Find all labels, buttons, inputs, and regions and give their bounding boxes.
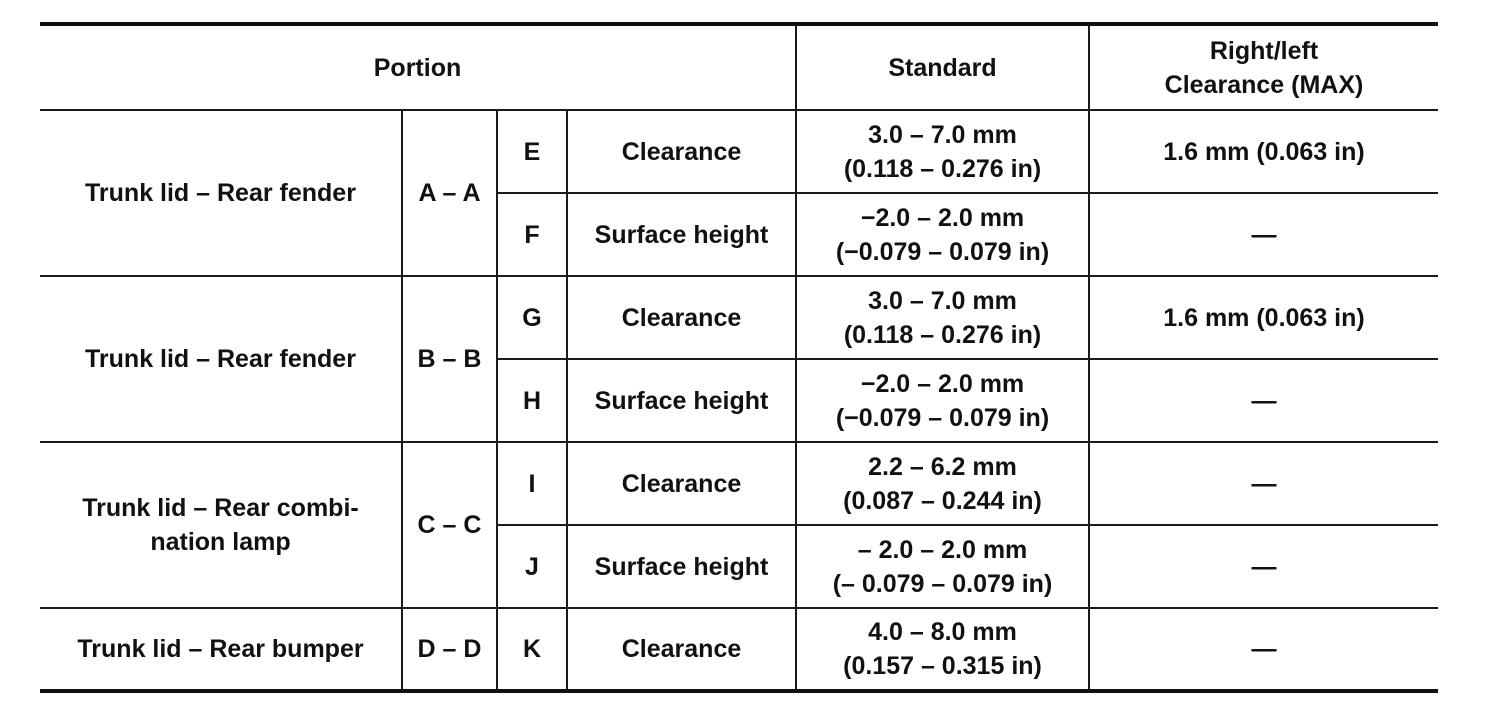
standard-in: (−0.079 – 0.079 in)	[835, 403, 1050, 432]
standard-mm: 3.0 – 7.0 mm	[868, 286, 1017, 315]
max-clearance-cell: 1.6 mm (0.063 in)	[1088, 109, 1438, 194]
table-row: J Surface height – 2.0 – 2.0 mm (– 0.079…	[40, 524, 1438, 609]
max-clearance-cell: —	[1088, 607, 1438, 693]
max-clearance-cell: —	[1088, 441, 1438, 526]
table-row: H Surface height −2.0 – 2.0 mm (−0.079 –…	[40, 358, 1438, 443]
header-standard: Standard	[795, 22, 1090, 111]
section-cell: D – D	[401, 607, 498, 693]
standard-cell: 4.0 – 8.0 mm (0.157 – 0.315 in)	[795, 607, 1090, 693]
item-cell: Clearance	[566, 441, 797, 526]
standard-in: (−0.079 – 0.079 in)	[835, 237, 1050, 266]
standard-mm: −2.0 – 2.0 mm	[860, 369, 1025, 398]
standard-mm: 2.2 – 6.2 mm	[868, 452, 1017, 481]
portion-cell: Trunk lid – Rear fender	[40, 275, 403, 443]
header-clearance-max: Right/left Clearance (MAX)	[1088, 22, 1438, 111]
max-clearance-cell: —	[1088, 358, 1438, 443]
standard-cell: −2.0 – 2.0 mm (−0.079 – 0.079 in)	[795, 358, 1090, 443]
point-cell: G	[496, 275, 568, 360]
table-row: Trunk lid – Rear fender B – B G Clearanc…	[40, 275, 1438, 443]
point-cell: J	[497, 524, 568, 609]
point-cell: F	[497, 192, 568, 277]
standard-mm: 4.0 – 8.0 mm	[868, 618, 1017, 646]
header-row: Portion Standard Right/left Clearance (M…	[40, 22, 1438, 111]
header-clearance-max-line1: Right/left	[1209, 36, 1319, 65]
section-cell: B – B	[401, 275, 498, 443]
point-cell: K	[496, 607, 568, 693]
standard-in: (0.118 – 0.276 in)	[843, 154, 1042, 183]
standard-mm: 3.0 – 7.0 mm	[868, 120, 1017, 149]
item-cell: Clearance	[566, 275, 797, 360]
standard-in: (0.087 – 0.244 in)	[843, 486, 1042, 515]
item-cell: Surface height	[566, 358, 797, 443]
table-row: Trunk lid – Rear bumper D – D K Clearanc…	[40, 607, 1438, 693]
table-row: Trunk lid – Rear combi- nation lamp C – …	[40, 441, 1438, 609]
item-cell: Clearance	[566, 109, 797, 194]
header-portion: Portion	[40, 22, 797, 111]
standard-cell: – 2.0 – 2.0 mm (– 0.079 – 0.079 in)	[795, 524, 1090, 609]
header-clearance-max-line2: Clearance (MAX)	[1164, 70, 1364, 99]
section-cell: A – A	[401, 109, 498, 277]
item-cell: Surface height	[566, 192, 797, 277]
standard-cell: 2.2 – 6.2 mm (0.087 – 0.244 in)	[795, 441, 1090, 526]
max-clearance-cell: —	[1088, 192, 1438, 277]
section-cell: C – C	[401, 441, 498, 609]
point-cell: I	[496, 441, 568, 526]
max-clearance-cell: 1.6 mm (0.063 in)	[1088, 275, 1438, 360]
standard-in: (0.157 – 0.315 in)	[843, 652, 1042, 680]
item-cell: Surface height	[566, 524, 797, 609]
portion-cell: Trunk lid – Rear combi- nation lamp	[40, 441, 403, 609]
point-cell: E	[496, 109, 568, 194]
standard-in: (0.118 – 0.276 in)	[843, 320, 1042, 349]
standard-mm: −2.0 – 2.0 mm	[860, 203, 1025, 232]
standard-mm: – 2.0 – 2.0 mm	[857, 535, 1028, 564]
table-row: Trunk lid – Rear fender A – A E Clearanc…	[40, 109, 1438, 277]
table-row: F Surface height −2.0 – 2.0 mm (−0.079 –…	[40, 192, 1438, 277]
portion-line2: nation lamp	[150, 528, 291, 556]
portion-cell: Trunk lid – Rear bumper	[40, 607, 403, 693]
portion-cell: Trunk lid – Rear fender	[40, 109, 403, 277]
standard-cell: 3.0 – 7.0 mm (0.118 – 0.276 in)	[795, 109, 1090, 194]
clearance-spec-table: Portion Standard Right/left Clearance (M…	[40, 22, 1438, 693]
portion-line1: Trunk lid – Rear combi-	[82, 494, 359, 522]
item-cell: Clearance	[566, 607, 797, 693]
standard-cell: 3.0 – 7.0 mm (0.118 – 0.276 in)	[795, 275, 1090, 360]
standard-in: (– 0.079 – 0.079 in)	[832, 569, 1053, 598]
standard-cell: −2.0 – 2.0 mm (−0.079 – 0.079 in)	[795, 192, 1090, 277]
point-cell: H	[497, 358, 568, 443]
max-clearance-cell: —	[1088, 524, 1438, 609]
